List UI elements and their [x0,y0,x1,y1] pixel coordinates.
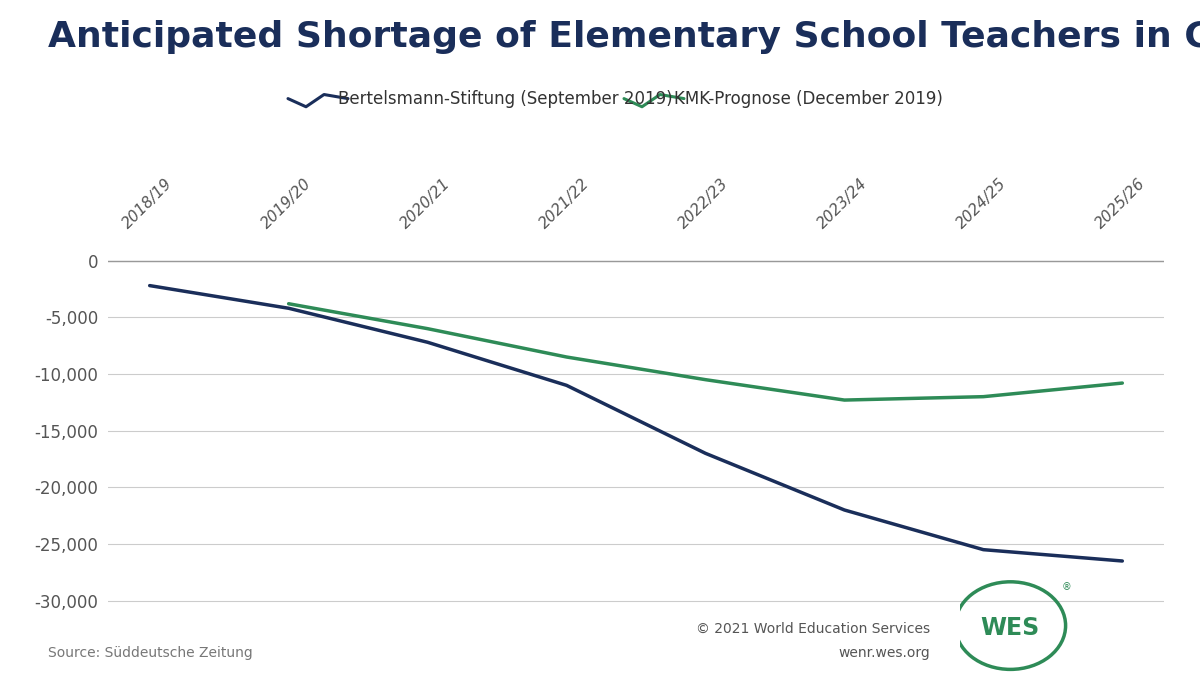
Text: 2024/25: 2024/25 [954,175,1009,231]
Text: Bertelsmann-Stiftung (September 2019): Bertelsmann-Stiftung (September 2019) [338,90,673,107]
Text: ®: ® [1062,583,1072,592]
Text: © 2021 World Education Services: © 2021 World Education Services [696,622,930,636]
Text: 2022/23: 2022/23 [676,175,731,231]
Text: 2019/20: 2019/20 [259,175,314,231]
Text: Source: Süddeutsche Zeitung: Source: Süddeutsche Zeitung [48,645,253,660]
Text: WES: WES [980,615,1040,639]
Text: wenr.wes.org: wenr.wes.org [839,645,930,660]
Text: 2018/19: 2018/19 [120,175,175,231]
Text: 2021/22: 2021/22 [536,175,593,231]
Text: 2020/21: 2020/21 [398,175,454,231]
Text: KMK-Prognose (December 2019): KMK-Prognose (December 2019) [674,90,943,107]
Text: 2025/26: 2025/26 [1093,175,1148,231]
Text: 2023/24: 2023/24 [815,175,870,231]
Text: Anticipated Shortage of Elementary School Teachers in Germany: Anticipated Shortage of Elementary Schoo… [48,20,1200,54]
